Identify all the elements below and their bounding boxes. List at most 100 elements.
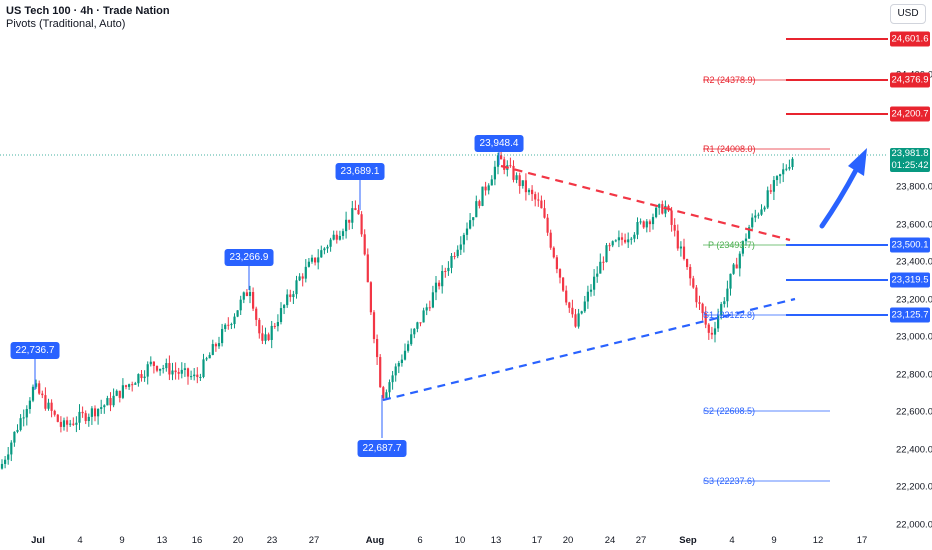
candle-body: [0, 463, 4, 469]
candle-body: [456, 249, 459, 257]
candle-body: [735, 264, 738, 269]
candle-body: [605, 245, 608, 263]
callout-23266[interactable]: 23,266.9: [224, 249, 274, 266]
price-tick: 23,800.0: [896, 181, 932, 193]
candle-body: [738, 253, 741, 269]
candle-body: [465, 228, 469, 235]
time-tick: 4: [729, 535, 735, 546]
candle-body: [416, 322, 419, 329]
candle-body: [379, 357, 382, 388]
candle-body: [59, 421, 62, 427]
candle-body: [496, 155, 500, 167]
candle-body: [503, 159, 506, 170]
candle-body: [50, 402, 53, 411]
candle-body: [596, 273, 599, 277]
price-tick: 22,200.0: [896, 481, 932, 493]
candle-body: [741, 241, 744, 254]
candle-body: [664, 205, 667, 214]
candle-body: [320, 250, 323, 258]
candle-body: [608, 245, 611, 247]
time-tick: 9: [771, 535, 777, 546]
level-label-23319: 23,319.5: [890, 272, 930, 288]
candle-body: [391, 375, 394, 383]
candle-body: [676, 230, 679, 249]
price-tick: 23,400.0: [896, 256, 932, 268]
bullish-arrow-icon: [819, 167, 859, 229]
candle-body: [345, 219, 348, 232]
candle-body: [593, 276, 596, 290]
candle-body: [317, 257, 320, 263]
candle-body: [72, 423, 75, 425]
candle-body: [202, 359, 205, 377]
candle-body: [757, 214, 760, 216]
candle-body: [673, 224, 676, 231]
callout-22687[interactable]: 22,687.7: [357, 440, 407, 457]
currency-button[interactable]: USD: [890, 4, 926, 24]
pivot-s3-label: S3 (22237.6): [703, 476, 756, 486]
callout-23948[interactable]: 23,948.4: [474, 135, 524, 152]
candle-body: [493, 166, 496, 180]
candle-body: [397, 363, 400, 367]
callout-23689[interactable]: 23,689.1: [335, 163, 385, 180]
candle-body: [248, 292, 252, 296]
candle-body: [295, 280, 298, 295]
candle-body: [245, 292, 248, 296]
candle-body: [571, 307, 574, 315]
candle-body: [335, 234, 338, 240]
candle-body: [658, 204, 661, 208]
indicator-label[interactable]: Pivots (Traditional, Auto): [6, 18, 126, 30]
candle-body: [512, 165, 515, 180]
candle-body: [180, 369, 183, 374]
candle-body: [35, 383, 38, 387]
symbol-title[interactable]: US Tech 100 · 4h · Trade Nation: [6, 5, 170, 17]
candle-body: [410, 334, 413, 345]
candle-body: [422, 310, 425, 323]
candle-body: [41, 393, 44, 396]
candle-body: [224, 324, 227, 329]
candle-body: [648, 221, 651, 225]
candle-body: [230, 324, 233, 326]
candle-body: [186, 368, 190, 377]
pivot-r1-label: R1 (24008.0): [703, 144, 756, 154]
candle-body: [211, 344, 214, 355]
last-price-label: 23,981.8 01:25:42: [890, 148, 930, 172]
candle-body: [270, 325, 273, 340]
candle-body: [7, 454, 10, 460]
candle-body: [515, 175, 518, 180]
candle-body: [152, 361, 155, 367]
candle-body: [143, 376, 146, 379]
candle-body: [729, 273, 732, 289]
level-label-24601: 24,601.6: [890, 31, 930, 47]
candle-body: [128, 384, 131, 387]
candle-body: [255, 308, 258, 320]
candle-body: [205, 358, 208, 360]
candle-body: [679, 246, 682, 249]
candle-body: [286, 294, 289, 306]
candle-body: [47, 402, 50, 409]
candle-body: [695, 287, 698, 303]
candle-body: [239, 299, 242, 311]
candle-body: [112, 395, 115, 406]
bar-countdown: 01:25:42: [891, 160, 929, 171]
candle-body: [546, 217, 549, 233]
candle-body: [193, 374, 196, 377]
candle-body: [276, 322, 279, 327]
candle-body: [13, 431, 16, 443]
time-tick: 20: [232, 535, 244, 546]
time-tick: 27: [308, 535, 320, 546]
candle-body: [394, 366, 397, 376]
callout-22736[interactable]: 22,736.7: [10, 342, 60, 359]
candle-body: [562, 277, 565, 291]
candle-body: [655, 207, 658, 218]
candle-body: [62, 420, 66, 427]
candle-body: [267, 334, 270, 340]
candle-body: [589, 289, 593, 292]
candle-body: [227, 324, 230, 326]
candle-body: [134, 383, 137, 385]
candle-body: [28, 400, 31, 410]
price-tick: 23,200.0: [896, 294, 932, 306]
level-label-24200: 24,200.7: [890, 106, 930, 122]
candle-body: [298, 276, 301, 281]
candle-body: [372, 312, 376, 340]
